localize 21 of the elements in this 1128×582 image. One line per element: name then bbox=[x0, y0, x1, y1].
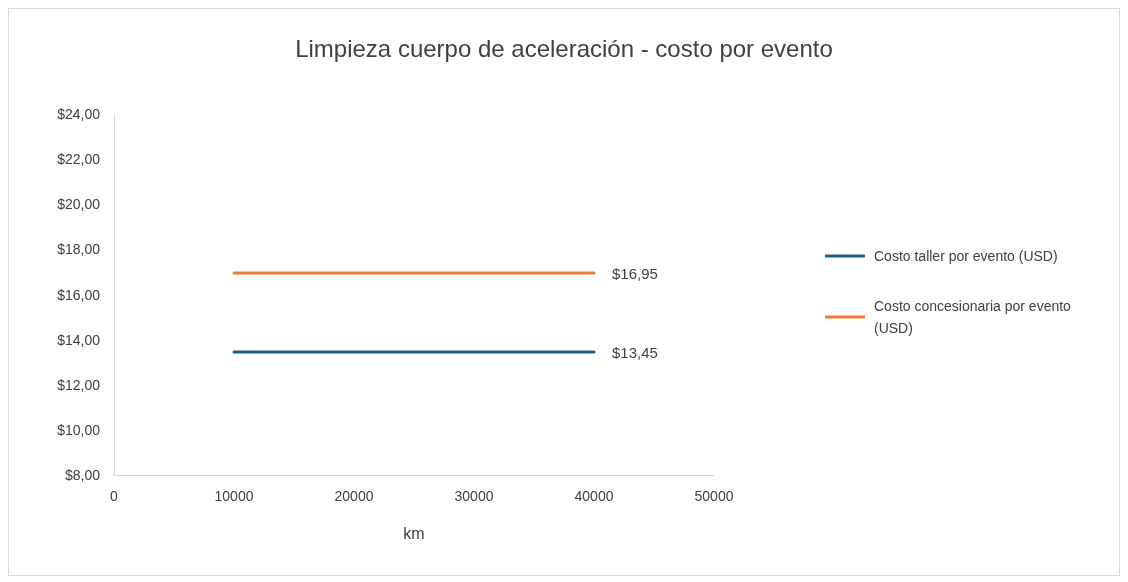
y-tick-label: $10,00 bbox=[57, 421, 101, 438]
y-tick-label: $24,00 bbox=[57, 106, 101, 122]
chart-title: Limpieza cuerpo de aceleración - costo por evento bbox=[295, 34, 833, 62]
y-tick-label: $12,00 bbox=[57, 376, 101, 393]
x-axis-title: km bbox=[403, 524, 425, 542]
y-tick-label: $22,00 bbox=[57, 151, 101, 168]
x-tick-label: 50000 bbox=[694, 488, 734, 504]
y-tick-label: $8,00 bbox=[64, 467, 101, 483]
y-tick-label: $18,00 bbox=[57, 241, 101, 258]
x-tick-label: 0 bbox=[110, 488, 119, 504]
y-tick-label: $16,00 bbox=[57, 286, 101, 303]
x-tick-label: 20000 bbox=[334, 488, 374, 504]
x-tick-label: 40000 bbox=[574, 488, 614, 504]
x-tick-label: 10000 bbox=[214, 488, 254, 504]
data-label: $16,95 bbox=[612, 264, 658, 282]
x-tick-label: 30000 bbox=[454, 488, 494, 504]
legend-label: Costo taller por evento (USD) bbox=[874, 248, 1058, 264]
data-label: $13,45 bbox=[612, 343, 658, 361]
y-tick-label: $20,00 bbox=[57, 196, 101, 213]
y-tick-label: $14,00 bbox=[57, 331, 101, 348]
legend-label: Costo concesionaria por evento (USD) bbox=[874, 298, 1075, 336]
